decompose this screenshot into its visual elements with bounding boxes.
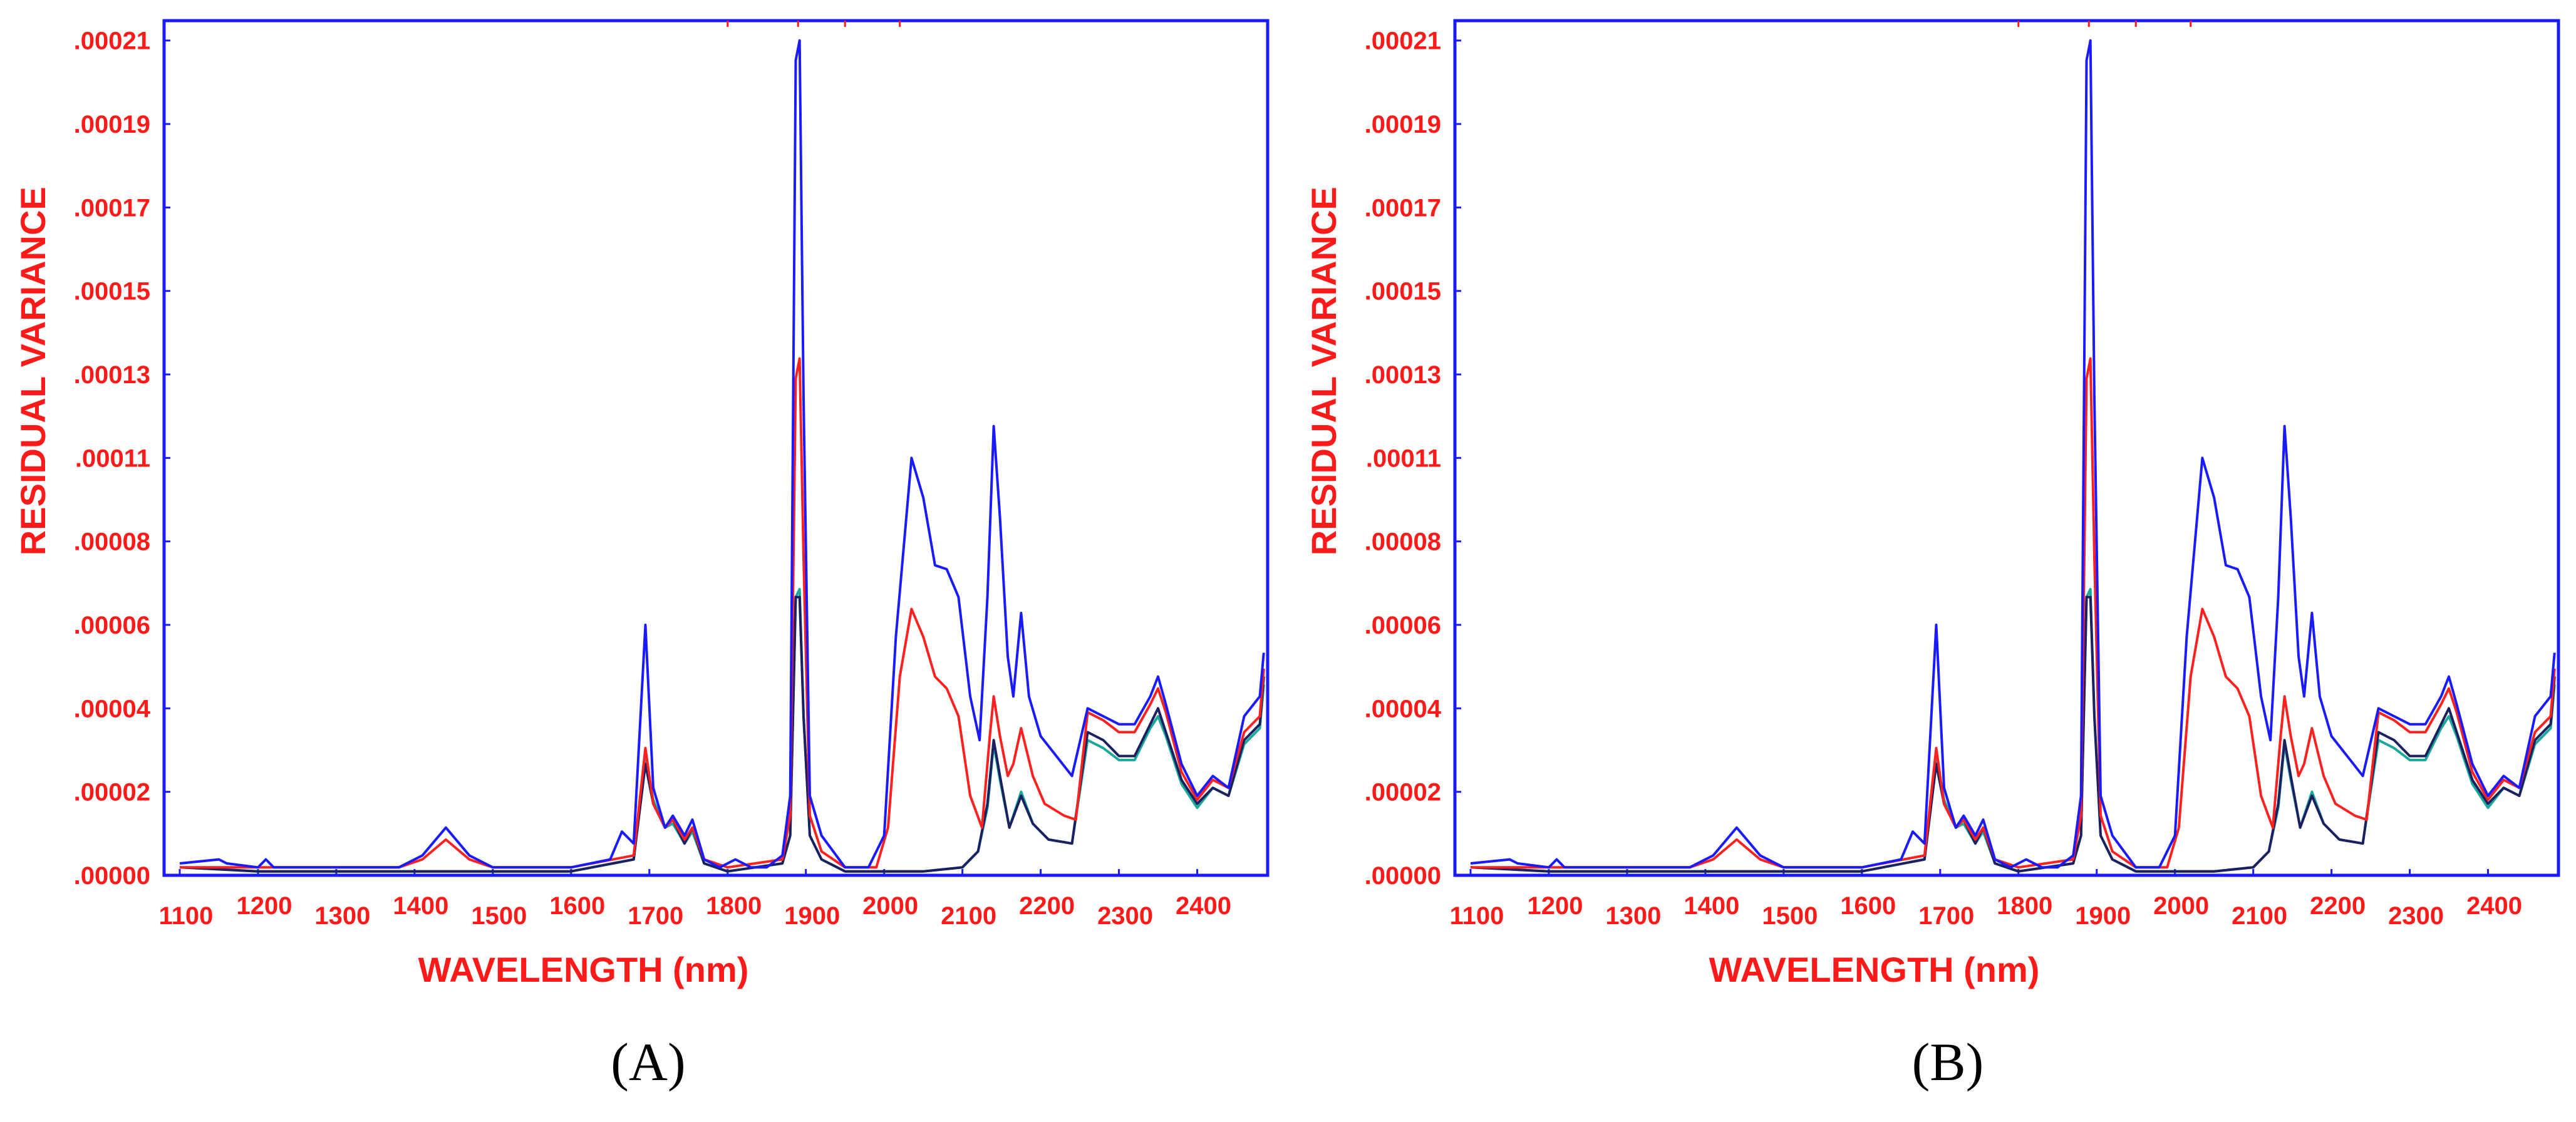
y-tick-label: .00002	[74, 779, 150, 806]
y-tick-label: .00021	[1365, 28, 1441, 55]
series-line-3	[179, 595, 1265, 873]
plot-frame	[162, 19, 1270, 877]
x-tick-label: 1300	[1605, 902, 1661, 930]
x-axis-label: WAVELENGTH (nm)	[1709, 950, 2040, 989]
y-tick-label: .00017	[74, 194, 150, 222]
x-tick-label: 2400	[2466, 892, 2522, 920]
plot-frame	[1453, 19, 2560, 877]
y-tick-label: .00013	[1365, 361, 1441, 389]
series-line-1	[179, 39, 1265, 869]
x-tick-label: 2200	[1019, 892, 1075, 920]
y-tick-label: .00008	[74, 528, 150, 556]
series-line-4	[1470, 587, 2556, 873]
x-tick-label: 2300	[1097, 902, 1153, 930]
x-tick-label: 1200	[236, 892, 292, 920]
x-axis-label: WAVELENGTH (nm)	[418, 950, 749, 989]
panel-label: (A)	[611, 1032, 685, 1092]
x-tick-label: 2100	[941, 902, 996, 930]
y-tick-label: .00011	[75, 445, 150, 472]
x-tick-label: 1400	[393, 892, 448, 920]
y-tick-label: .00006	[74, 612, 150, 639]
y-tick-label: .00000	[74, 862, 150, 890]
y-tick-label: .00006	[1365, 612, 1441, 639]
y-tick-label: .00013	[74, 361, 150, 389]
y-tick-label: .00004	[74, 695, 151, 723]
y-tick-label: .00019	[74, 111, 150, 138]
x-tick-label: 1300	[314, 902, 370, 930]
x-tick-label: 2300	[2388, 902, 2444, 930]
series-line-2	[180, 357, 1265, 869]
x-tick-label: 1600	[549, 892, 605, 920]
chart-panel-a: .00000 .00002 .00004 .00006 .00008 .00011 .000…	[13, 19, 1270, 1092]
y-tick-label: .00017	[1365, 194, 1441, 222]
x-tick-label: 1500	[1762, 902, 1818, 930]
x-tick-label: 1500	[471, 902, 527, 930]
x-tick-label: 1700	[1918, 902, 1974, 930]
y-tick-label: .00019	[1365, 111, 1441, 138]
y-tick-label: .00015	[74, 278, 150, 306]
series-line-1	[1470, 39, 2556, 869]
y-tick-label: .00004	[1365, 695, 1442, 723]
x-tick-label: 2200	[2310, 892, 2366, 920]
x-tick-label: 2400	[1176, 892, 1231, 920]
x-tick-label: 1800	[706, 892, 762, 920]
y-axis-label: RESIDUAL VARIANCE	[1304, 187, 1343, 555]
y-tick-label: .00000	[1365, 862, 1441, 890]
y-axis-label: RESIDUAL VARIANCE	[13, 187, 53, 555]
x-tick-label: 1800	[1997, 892, 2052, 920]
panel-label: (B)	[1912, 1032, 1984, 1092]
series-line-2	[1471, 357, 2556, 869]
x-tick-label: 1200	[1527, 892, 1583, 920]
x-tick-label: 1600	[1840, 892, 1896, 920]
y-tick-label: .00011	[1366, 445, 1441, 472]
y-tick-label: .00002	[1365, 779, 1441, 806]
x-tick-label: 2100	[2232, 902, 2287, 930]
x-tick-label: 1100	[1450, 902, 1504, 930]
y-tick-label: .00008	[1365, 528, 1441, 556]
x-tick-label: 1700	[628, 902, 683, 930]
chart-panel-b: .00000 .00002 .00004 .00006 .00008 .00011 .000…	[1304, 19, 2560, 1092]
x-tick-label: 1100	[159, 902, 214, 930]
series-line-3	[1470, 595, 2556, 873]
y-tick-label: .00021	[74, 28, 150, 55]
x-tick-label: 2000	[2153, 892, 2209, 920]
x-tick-label: 1900	[2075, 902, 2131, 930]
series-line-4	[179, 587, 1265, 873]
x-tick-label: 1900	[784, 902, 840, 930]
x-tick-label: 2000	[862, 892, 918, 920]
x-tick-label: 1400	[1684, 892, 1739, 920]
y-tick-label: .00015	[1365, 278, 1441, 306]
